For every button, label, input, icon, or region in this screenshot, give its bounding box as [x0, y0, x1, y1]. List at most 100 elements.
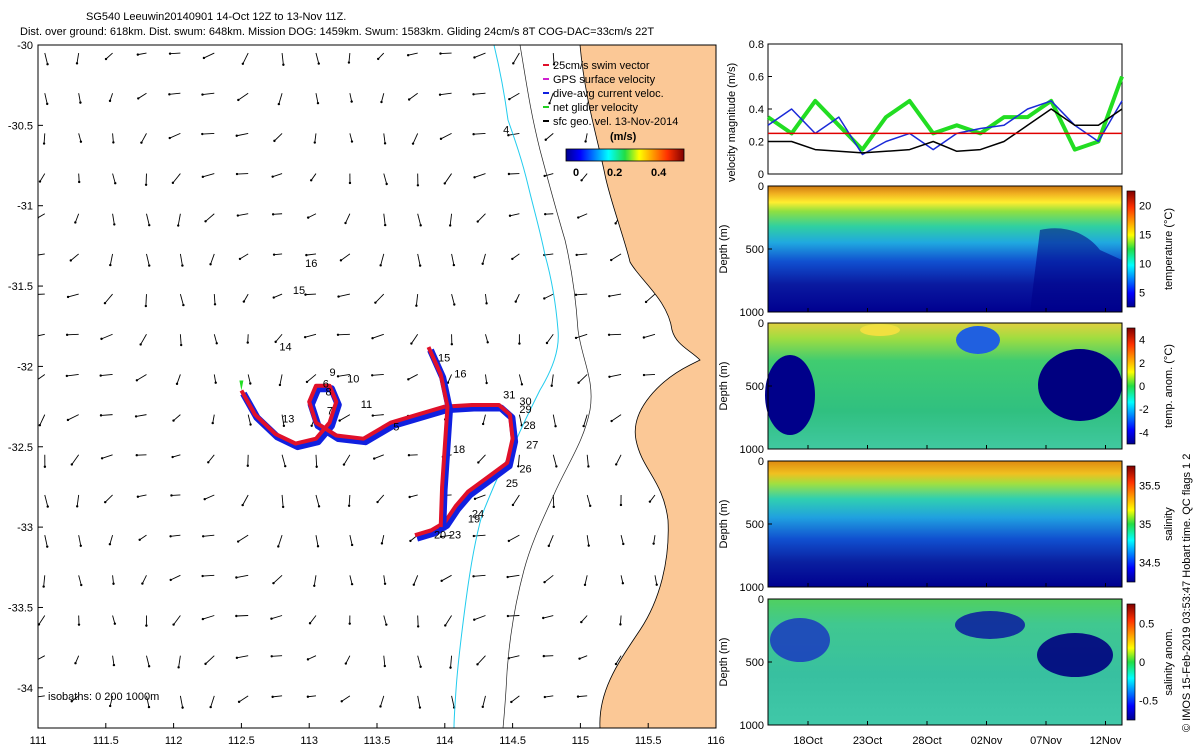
- current-vector-head: [418, 264, 422, 267]
- current-vector-head: [201, 535, 205, 538]
- current-vector-head: [407, 378, 410, 381]
- current-vector: [145, 294, 147, 307]
- current-vector: [271, 615, 283, 620]
- current-vector: [485, 334, 489, 343]
- current-vector-head: [610, 419, 613, 423]
- current-vector: [615, 454, 622, 465]
- current-vector: [109, 535, 114, 545]
- current-vector: [417, 655, 422, 667]
- track-dac-0: [240, 385, 519, 542]
- current-vector: [339, 414, 351, 421]
- current-vector: [485, 374, 488, 384]
- current-vector: [104, 293, 113, 304]
- current-vector-head: [145, 624, 148, 627]
- current-vector: [381, 93, 385, 103]
- current-vector: [409, 494, 418, 498]
- current-vector: [43, 133, 46, 144]
- current-vector: [575, 293, 588, 296]
- current-vector: [141, 133, 147, 143]
- current-vector-head: [282, 424, 286, 428]
- legend-unit: (m/s): [610, 131, 637, 143]
- current-vector: [170, 52, 181, 55]
- current-vector-head: [383, 582, 387, 585]
- current-vector: [169, 92, 181, 95]
- current-vector: [372, 414, 384, 417]
- map-y-tick-5: -32.5: [8, 442, 33, 454]
- current-vector: [136, 374, 147, 381]
- section-0-cb-tick-1: 10: [1139, 259, 1151, 271]
- current-vector: [411, 334, 419, 344]
- current-vector: [380, 253, 385, 266]
- current-vector-head: [313, 584, 316, 587]
- current-vector: [275, 333, 283, 343]
- current-vector: [315, 494, 320, 507]
- current-vector: [408, 92, 418, 100]
- current-vector: [549, 93, 554, 104]
- current-vector: [449, 213, 453, 226]
- velocity-series-net: [766, 75, 1124, 152]
- current-vector-head: [204, 220, 207, 223]
- day-label-1: 16: [305, 258, 317, 270]
- current-vector: [440, 132, 452, 140]
- current-vector: [349, 93, 353, 102]
- current-vector-head: [580, 620, 583, 624]
- current-vector-head: [542, 616, 545, 620]
- current-vector-head: [408, 495, 411, 499]
- current-vector-head: [544, 212, 547, 216]
- current-vector-head: [371, 337, 374, 340]
- current-vector: [310, 173, 317, 181]
- section-3-depth-tick-1: 500: [746, 657, 764, 669]
- current-vector: [281, 414, 285, 426]
- current-vector-head: [69, 259, 72, 262]
- map-x-tick-8: 115: [572, 735, 590, 747]
- current-vector: [609, 374, 622, 378]
- map-legend: 25cm/s swim vector GPS surface velocity di…: [543, 60, 685, 179]
- current-vector-head: [642, 336, 646, 339]
- day-label-16: 29: [519, 404, 531, 416]
- current-vector-head: [141, 582, 144, 585]
- current-vector-head: [202, 56, 206, 60]
- current-vector-head: [138, 538, 141, 542]
- current-vector-head: [379, 264, 382, 267]
- current-vector-head: [472, 133, 475, 136]
- current-vector: [345, 213, 351, 224]
- current-vector-head: [35, 254, 37, 256]
- current-vector-head: [181, 706, 184, 709]
- current-vector-head: [374, 301, 377, 304]
- current-vector: [173, 414, 181, 421]
- map-y-tick-0: -30: [17, 40, 33, 52]
- map-y-ticks: -30 -30.5 -31 -31.5 -32 -32.5 -33 -33.5 -34: [8, 40, 43, 695]
- current-vector: [654, 575, 658, 585]
- current-vector: [586, 494, 591, 506]
- current-vector-head: [511, 503, 515, 507]
- current-vector-head: [520, 383, 524, 386]
- current-vector-head: [316, 545, 320, 548]
- track-swim-0: [239, 383, 515, 538]
- isobath-1000m: [502, 45, 592, 728]
- current-vector-head: [379, 705, 382, 708]
- temp-anom-cold-core-left: [765, 355, 815, 435]
- current-vector-head: [410, 342, 413, 345]
- current-vector: [78, 535, 82, 546]
- current-vector-head: [476, 220, 479, 223]
- current-vector: [173, 615, 181, 625]
- current-vector: [383, 655, 386, 667]
- current-vector-head: [134, 415, 138, 418]
- section-2-cb-tick-1: 35: [1139, 519, 1151, 531]
- current-vector: [417, 695, 421, 708]
- current-vector: [202, 173, 215, 178]
- salinity-anom-section: [767, 598, 1123, 726]
- current-vector-head: [172, 419, 175, 422]
- section-1-cb-label: temp. anom. (°C): [1163, 344, 1175, 428]
- current-vector-head: [137, 97, 140, 100]
- current-vector-head: [237, 700, 241, 704]
- current-vector-head: [70, 463, 74, 466]
- current-vector-head: [35, 696, 37, 698]
- current-vector-head: [38, 180, 42, 183]
- current-vector-head: [622, 542, 625, 546]
- current-vector-head: [169, 578, 172, 582]
- current-vector-head: [415, 304, 418, 307]
- velocity-panel: 0 0.2 0.4 0.6 0.8 velocity magnitude (m/s): [726, 39, 1124, 182]
- current-vector-head: [284, 464, 287, 468]
- current-vector: [546, 334, 554, 344]
